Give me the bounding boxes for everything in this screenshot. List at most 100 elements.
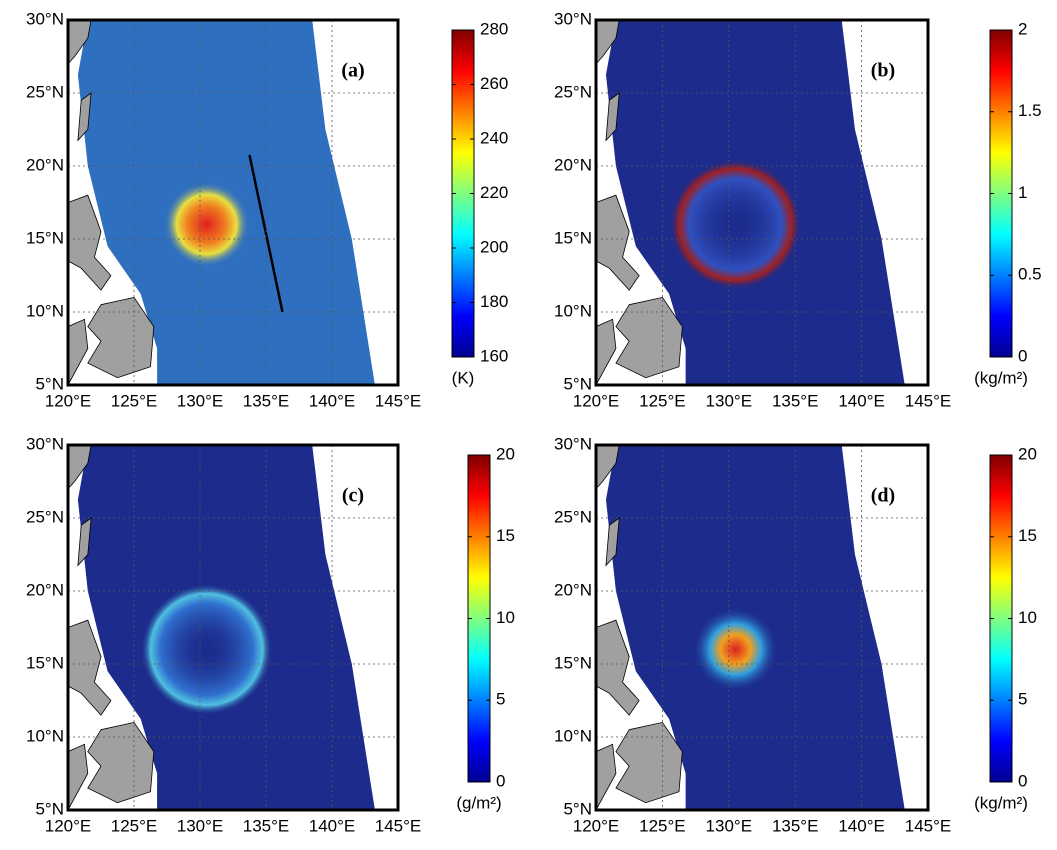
land <box>596 619 640 716</box>
y-tick-label: 30°N <box>554 9 592 28</box>
land <box>68 743 89 810</box>
colorbar-tick-label: 15 <box>1018 526 1037 545</box>
y-tick-label: 5°N <box>35 374 64 393</box>
land <box>87 296 155 379</box>
y-tick-label: 15°N <box>26 653 64 672</box>
y-tick-label: 30°N <box>554 434 592 453</box>
x-tick-label: 120°E <box>45 816 92 835</box>
y-tick-label: 20°N <box>554 155 592 174</box>
y-tick-label: 25°N <box>26 507 64 526</box>
colorbar-tick-label: 180 <box>480 292 508 311</box>
land <box>87 721 155 804</box>
colorbar-unit: (K) <box>452 368 475 387</box>
map-area <box>68 445 398 810</box>
land <box>615 296 683 379</box>
land <box>68 20 92 65</box>
x-tick-label: 130°E <box>706 816 753 835</box>
y-tick-label: 10°N <box>26 301 64 320</box>
storm-field <box>669 158 802 291</box>
x-tick-label: 140°E <box>309 816 356 835</box>
panel-label: (c) <box>342 485 364 507</box>
x-tick-label: 125°E <box>639 391 686 410</box>
land <box>68 445 92 490</box>
map-area <box>68 20 398 385</box>
colorbar-tick-label: 15 <box>496 526 515 545</box>
x-tick-label: 130°E <box>177 816 224 835</box>
y-tick-label: 25°N <box>554 507 592 526</box>
x-tick-label: 135°E <box>772 391 819 410</box>
land <box>596 194 640 291</box>
colorbar-tick-label: 10 <box>1018 608 1037 627</box>
colorbar-tick-label: 10 <box>496 608 515 627</box>
land <box>68 318 89 385</box>
x-tick-label: 145°E <box>905 391 952 410</box>
panel-label: (d) <box>871 485 895 507</box>
panel-label: (b) <box>871 60 895 82</box>
x-tick-label: 125°E <box>111 816 158 835</box>
land <box>77 92 92 142</box>
land <box>605 92 620 142</box>
colorbar-tick-label: 220 <box>480 183 508 202</box>
map-frame <box>66 18 400 387</box>
colorbar-tick-label: 0.5 <box>1018 265 1042 284</box>
x-tick-label: 135°E <box>772 816 819 835</box>
y-tick-label: 5°N <box>563 799 592 818</box>
colorbar-unit: (kg/m²) <box>974 368 1028 387</box>
map-frame <box>66 443 400 812</box>
y-tick-label: 10°N <box>26 726 64 745</box>
transect-line <box>248 154 284 313</box>
x-tick-label: 130°E <box>706 391 753 410</box>
x-tick-label: 130°E <box>177 391 224 410</box>
x-tick-label: 120°E <box>573 816 620 835</box>
colorbar-tick-label: 0 <box>496 771 505 790</box>
colorbar-tick-label: 20 <box>496 444 515 463</box>
x-tick-label: 120°E <box>45 391 92 410</box>
x-tick-label: 145°E <box>375 816 422 835</box>
y-tick-label: 15°N <box>554 653 592 672</box>
x-tick-label: 125°E <box>639 816 686 835</box>
y-tick-label: 15°N <box>554 228 592 247</box>
x-tick-label: 140°E <box>838 391 885 410</box>
colorbar-tick-label: 5 <box>496 690 505 709</box>
y-tick-label: 25°N <box>554 82 592 101</box>
y-tick-label: 10°N <box>554 726 592 745</box>
colorbar-unit: (kg/m²) <box>974 793 1028 812</box>
y-tick-label: 20°N <box>26 155 64 174</box>
y-tick-label: 20°N <box>26 580 64 599</box>
colorbar-tick-label: 260 <box>480 74 508 93</box>
colorbar-tick-label: 1 <box>1018 183 1027 202</box>
x-tick-label: 140°E <box>309 391 356 410</box>
x-tick-label: 140°E <box>838 816 885 835</box>
x-tick-label: 120°E <box>573 391 620 410</box>
colorbar-tick-label: 0 <box>1018 346 1027 365</box>
land <box>77 517 92 567</box>
storm-field <box>140 583 273 716</box>
colorbar-tick-label: 240 <box>480 128 508 147</box>
land <box>596 318 617 385</box>
y-tick-label: 30°N <box>26 434 64 453</box>
colorbar-tick-label: 0 <box>1018 771 1027 790</box>
colorbar-tick-label: 2 <box>1018 19 1027 38</box>
panel-label: (a) <box>341 60 364 82</box>
x-tick-label: 135°E <box>243 816 290 835</box>
map-area <box>596 445 928 810</box>
x-tick-label: 135°E <box>243 391 290 410</box>
map-area <box>596 20 928 385</box>
land <box>596 20 620 65</box>
land <box>596 445 620 490</box>
x-tick-label: 125°E <box>111 391 158 410</box>
colorbar-tick-label: 20 <box>1018 444 1037 463</box>
y-tick-label: 20°N <box>554 580 592 599</box>
x-tick-label: 145°E <box>375 391 422 410</box>
y-tick-label: 15°N <box>26 228 64 247</box>
colorbar-tick-label: 280 <box>480 19 508 38</box>
colorbar-tick-label: 160 <box>480 346 508 365</box>
storm-field <box>163 181 250 268</box>
colorbar-unit: (g/m²) <box>456 793 501 812</box>
land <box>68 619 112 716</box>
land <box>596 743 617 810</box>
y-tick-label: 5°N <box>35 799 64 818</box>
land <box>615 721 683 804</box>
y-tick-label: 30°N <box>26 9 64 28</box>
